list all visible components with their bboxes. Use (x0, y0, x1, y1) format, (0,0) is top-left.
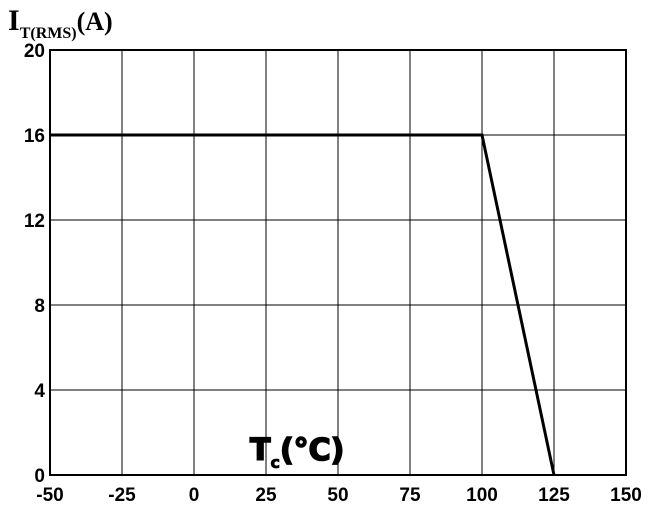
x-tick-label-4: 50 (327, 485, 348, 506)
x-axis-label: Tc(°C) (250, 433, 344, 472)
y-axis-label-unit: (A) (77, 7, 113, 36)
y-tick-label-5: 20 (24, 41, 45, 62)
y-axis-label-main: I (8, 4, 20, 37)
x-tick-label-5: 75 (399, 485, 421, 506)
y-tick-label-0: 0 (34, 466, 45, 487)
x-axis-label-unit: (°C) (280, 433, 344, 468)
x-tick-label-6: 100 (466, 485, 498, 506)
x-tick-label-3: 25 (255, 485, 277, 506)
y-tick-label-2: 8 (34, 296, 45, 317)
x-axis-label-sub: c (270, 453, 279, 472)
y-tick-label-3: 12 (24, 211, 45, 232)
x-tick-label-7: 125 (538, 485, 570, 506)
x-axis-label-main: T (250, 433, 271, 468)
plot-frame (49, 49, 627, 476)
x-tick-label-1: -25 (108, 485, 136, 506)
y-tick-labels: 0 4 8 12 16 20 (24, 41, 46, 487)
x-tick-labels: -50 -25 0 25 50 75 100 125 150 (36, 485, 642, 506)
y-axis-label: IT(RMS)(A) (8, 4, 113, 42)
y-tick-label-1: 4 (34, 381, 45, 402)
series-line-0 (50, 133, 556, 476)
x-tick-label-0: -50 (36, 485, 63, 506)
y-axis-label-sub: T(RMS) (20, 25, 77, 42)
x-tick-label-8: 150 (610, 485, 642, 506)
y-tick-label-4: 16 (24, 126, 45, 147)
x-tick-label-2: 0 (189, 485, 200, 506)
series-group (50, 133, 556, 476)
